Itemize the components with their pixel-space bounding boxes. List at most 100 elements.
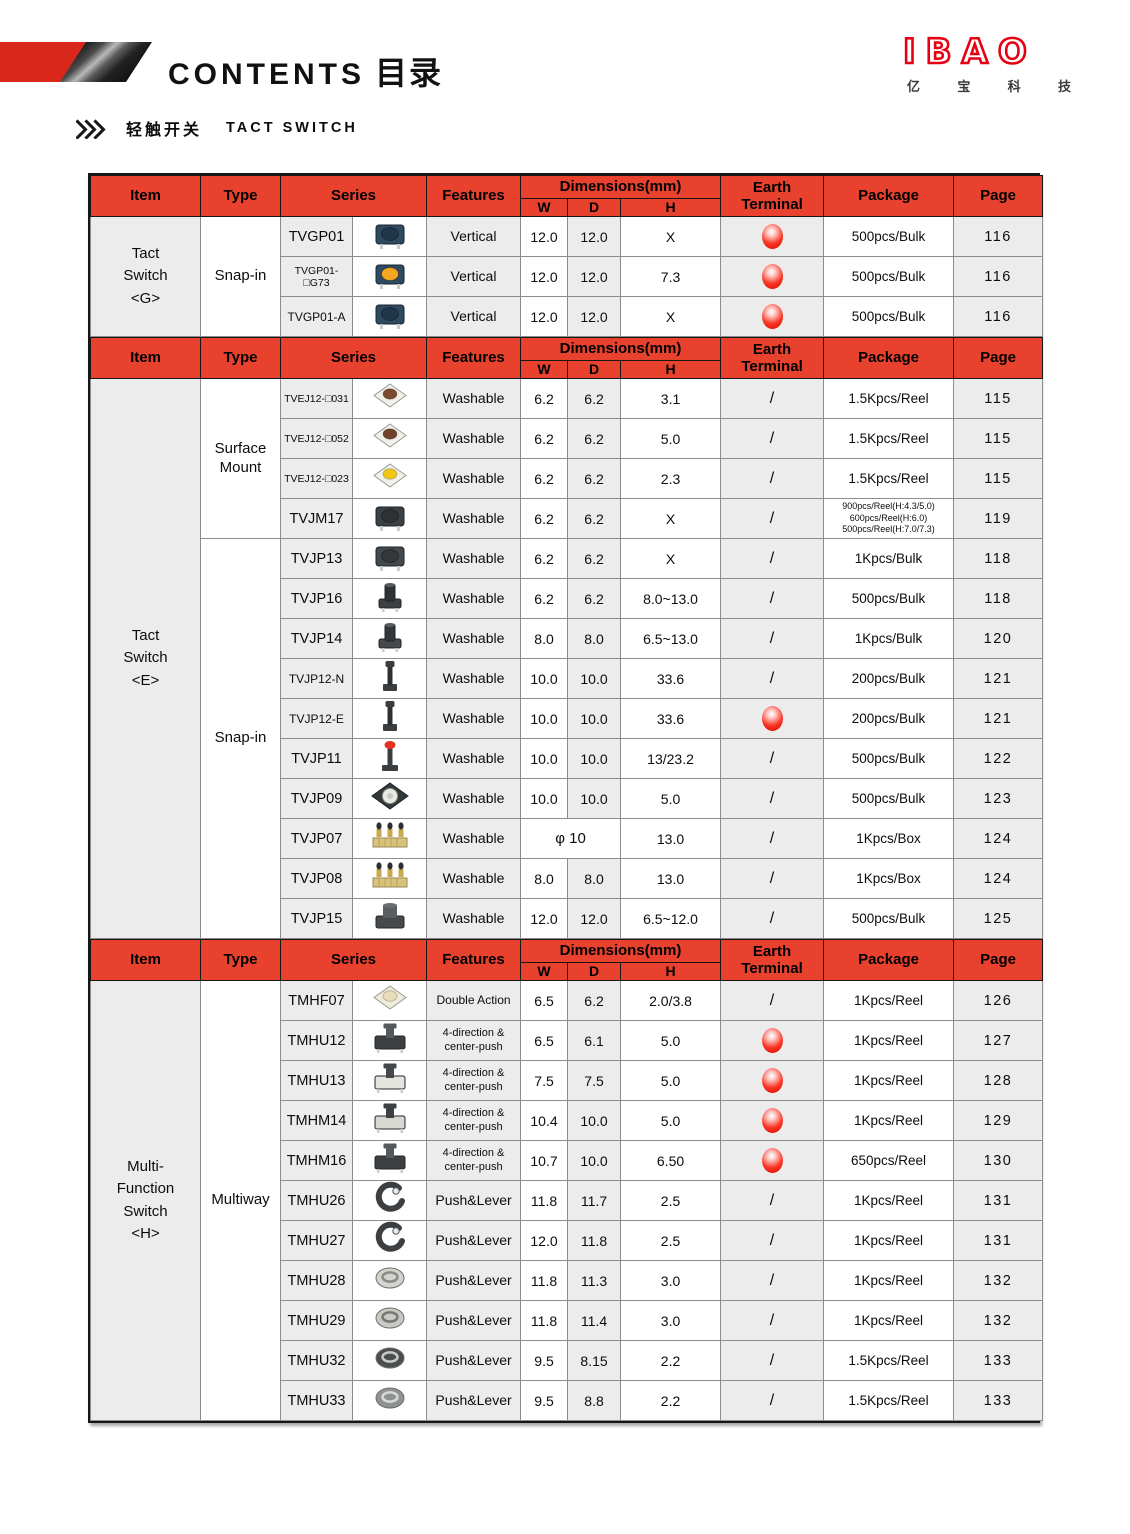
width-cell: 6.5 xyxy=(520,980,569,1021)
page-cell: 132 xyxy=(953,1260,1044,1301)
width-cell: 10.0 xyxy=(520,738,569,779)
page-cell: 126 xyxy=(953,980,1044,1021)
dotted-chevrons-icon xyxy=(76,119,106,139)
page-cell: 124 xyxy=(953,818,1044,859)
series-photo-cell xyxy=(351,1020,428,1061)
width-cell: 9.5 xyxy=(520,1340,569,1381)
height-cell: 33.6 xyxy=(620,658,722,699)
package-cell: 1Kpcs/Bulk xyxy=(823,618,955,659)
page-column-header: Page xyxy=(953,337,1044,379)
logo-sub-char: 亿 xyxy=(907,79,921,94)
package-cell: 900pcs/Reel(H:4.3/5.0) 600pcs/Reel(H:6.0… xyxy=(823,498,955,539)
table-row: TVJP11 Washable 10.0 10.0 13/23.2/500pcs/Bul… xyxy=(91,738,1044,779)
height-cell: 8.0~13.0 xyxy=(620,578,722,619)
product-photo-icon xyxy=(367,218,413,252)
page-cell: 123 xyxy=(953,778,1044,819)
section-label: 轻触开关 TACT SWITCH xyxy=(76,116,358,140)
height-cell: 5.0 xyxy=(620,1020,722,1061)
series-photo-cell xyxy=(351,618,428,659)
package-cell: 1Kpcs/Reel xyxy=(823,1020,955,1061)
tact-switch-e-table: Item Type Series Features Dimensions(mm) Eart… xyxy=(90,337,1044,939)
product-photo-icon xyxy=(367,780,413,814)
earth-terminal-column-header: Earth Terminal xyxy=(720,337,825,379)
depth-cell: 8.8 xyxy=(567,1380,622,1421)
earth-terminal-cell: / xyxy=(720,578,825,619)
series-photo-cell xyxy=(351,1300,428,1341)
height-cell: 2.0/3.8 xyxy=(620,980,722,1021)
earth-terminal-cell: / xyxy=(720,778,825,819)
earth-terminal-dot-icon xyxy=(761,706,783,731)
width-cell: 11.8 xyxy=(520,1300,569,1341)
table-row: TMHU33 Push&Lever 9.5 8.8 2.2/1.5Kpcs/Reel 13… xyxy=(91,1380,1044,1421)
width-cell: 6.2 xyxy=(520,578,569,619)
table-row: TVJP15 Washable 12.0 12.0 6.5~12.0/500pcs/Bu… xyxy=(91,898,1044,939)
width-cell: 11.8 xyxy=(520,1180,569,1221)
product-photo-icon xyxy=(367,620,413,654)
width-cell: 12.0 xyxy=(520,256,569,297)
features-cell: Washable xyxy=(426,498,522,539)
product-photo-icon xyxy=(367,580,413,614)
earth-terminal-cell: / xyxy=(720,980,825,1021)
page-cell: 119 xyxy=(953,498,1044,539)
series-cell: TVJM17 xyxy=(280,498,353,539)
series-photo-cell xyxy=(351,256,428,297)
series-photo-cell xyxy=(351,1060,428,1101)
earth-terminal-cell: / xyxy=(720,458,825,499)
page-title-en: CONTENTS xyxy=(168,58,365,91)
table-row: Tact Switch <G> Snap-in TVGP01 Vertical 12.0… xyxy=(90,216,1044,337)
series-cell: TVGP01-□G73 xyxy=(280,256,353,297)
height-cell: 7.3 xyxy=(620,256,722,297)
depth-cell: 11.7 xyxy=(567,1180,622,1221)
series-photo-cell xyxy=(351,538,428,579)
page-title: CONTENTS 目录 xyxy=(168,48,443,94)
diameter-cell: φ 10 xyxy=(520,818,622,859)
width-cell: 11.8 xyxy=(520,1260,569,1301)
series-cell: TMHU28 xyxy=(280,1260,353,1301)
item-cell: Tact Switch <G> xyxy=(90,216,201,337)
series-cell: TVJP08 xyxy=(280,858,353,899)
features-cell: Washable xyxy=(426,618,522,659)
earth-terminal-dot-icon xyxy=(761,264,783,289)
package-cell: 500pcs/Bulk xyxy=(823,296,955,337)
series-cell: TMHM16 xyxy=(280,1140,353,1181)
earth-terminal-cell xyxy=(720,1100,825,1141)
width-cell: 12.0 xyxy=(520,898,569,939)
table-row: TMHU27 Push&Lever 12.0 11.8 2.5/1Kpcs/Reel 13… xyxy=(91,1220,1044,1261)
package-column-header: Package xyxy=(823,175,955,217)
depth-cell: 6.1 xyxy=(567,1020,622,1061)
depth-cell: 7.5 xyxy=(567,1060,622,1101)
series-photo-cell xyxy=(351,698,428,739)
features-cell: 4-direction & center-push xyxy=(426,1100,522,1141)
series-photo-cell xyxy=(351,980,428,1021)
earth-terminal-cell xyxy=(720,256,825,297)
table-row: TMHU32 Push&Lever 9.5 8.15 2.2/1.5Kpcs/Reel 1… xyxy=(91,1340,1044,1381)
package-cell: 1Kpcs/Reel xyxy=(823,1060,955,1101)
series-cell: TVGP01-A xyxy=(280,296,353,337)
height-cell: 3.1 xyxy=(620,378,722,419)
company-logo-subtitle: 亿宝科技 xyxy=(903,76,1075,95)
series-photo-cell xyxy=(351,818,428,859)
logo-sub-char: 科 xyxy=(1007,79,1021,94)
series-photo-cell xyxy=(351,216,428,257)
package-cell: 500pcs/Bulk xyxy=(823,578,955,619)
features-cell: Push&Lever xyxy=(426,1260,522,1301)
earth-terminal-cell: / xyxy=(720,498,825,539)
series-photo-cell xyxy=(351,1220,428,1261)
depth-cell: 6.2 xyxy=(567,378,622,419)
package-cell: 200pcs/Bulk xyxy=(823,658,955,699)
height-cell: 2.2 xyxy=(620,1340,722,1381)
height-cell: X xyxy=(620,216,722,257)
earth-terminal-column-header: Earth Terminal xyxy=(720,939,825,981)
depth-cell: 10.0 xyxy=(567,698,622,739)
width-cell: 6.2 xyxy=(520,458,569,499)
features-cell: Double Action xyxy=(426,980,522,1021)
features-cell: Washable xyxy=(426,458,522,499)
features-cell: Push&Lever xyxy=(426,1220,522,1261)
series-cell: TVEJ12-□031 xyxy=(280,378,353,419)
height-cell: 13/23.2 xyxy=(620,738,722,779)
series-cell: TMHF07 xyxy=(280,980,353,1021)
depth-cell: 11.4 xyxy=(567,1300,622,1341)
page-cell: 125 xyxy=(953,898,1044,939)
package-cell: 1Kpcs/Bulk xyxy=(823,538,955,579)
logo-sub-char: 技 xyxy=(1057,79,1071,94)
